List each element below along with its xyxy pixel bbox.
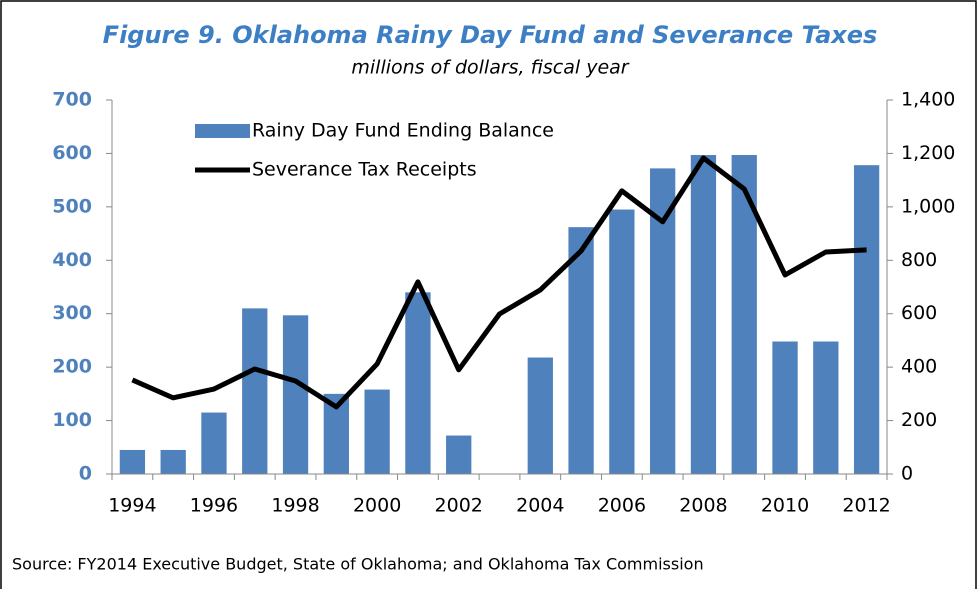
x-tick-label: 2006 xyxy=(598,495,646,517)
x-tick-label: 1994 xyxy=(108,495,156,517)
x-tick-label: 2010 xyxy=(761,495,809,517)
legend-label: Rainy Day Fund Ending Balance xyxy=(252,120,554,142)
chart-title: Figure 9. Oklahoma Rainy Day Fund and Se… xyxy=(103,21,878,49)
bar xyxy=(201,412,227,474)
bar xyxy=(405,292,431,474)
bar xyxy=(568,227,594,474)
y-tick-label: 400 xyxy=(52,249,92,271)
line xyxy=(131,155,867,410)
source-note: Source: FY2014 Executive Budget, State o… xyxy=(12,555,704,574)
y-tick-label: 200 xyxy=(52,356,92,378)
y2-tick-label: 200 xyxy=(901,409,937,431)
y2-tick-label: 1,400 xyxy=(901,89,955,111)
bar xyxy=(527,357,553,474)
y2-tick-label: 1,000 xyxy=(901,195,955,217)
bar xyxy=(282,315,309,474)
chart-subtitle: millions of dollars, fiscal year xyxy=(351,57,629,79)
y-tick-label: 100 xyxy=(52,409,92,431)
bar xyxy=(813,341,839,474)
bar xyxy=(690,155,717,474)
y2-tick-label: 0 xyxy=(901,463,913,485)
x-tick-label: 2004 xyxy=(516,495,564,517)
x-tick-label: 2008 xyxy=(679,495,727,517)
y2-tick-label: 600 xyxy=(901,302,937,324)
y2-tick-label: 800 xyxy=(901,249,937,271)
legend-swatch xyxy=(195,124,250,138)
bar xyxy=(119,449,146,474)
y2-tick-label: 1,200 xyxy=(901,142,955,164)
y-tick-label: 600 xyxy=(52,142,92,164)
bar xyxy=(160,449,186,474)
legend-label: Severance Tax Receipts xyxy=(252,159,477,181)
bar xyxy=(853,165,880,474)
y-tick-label: 0 xyxy=(79,463,92,485)
x-tick-label: 1998 xyxy=(271,495,319,517)
x-tick-label: 2000 xyxy=(353,495,401,517)
bar xyxy=(772,341,798,474)
x-tick-label: 2012 xyxy=(842,495,890,517)
bar xyxy=(609,209,635,474)
y-tick-label: 300 xyxy=(52,302,92,324)
y-tick-label: 700 xyxy=(52,89,92,111)
x-tick-label: 1996 xyxy=(190,495,238,517)
x-tick-label: 2002 xyxy=(435,495,483,517)
y2-tick-label: 400 xyxy=(901,356,937,378)
bar xyxy=(364,389,390,474)
bar xyxy=(446,435,472,474)
bar xyxy=(242,308,268,474)
y-tick-label: 500 xyxy=(52,195,92,217)
